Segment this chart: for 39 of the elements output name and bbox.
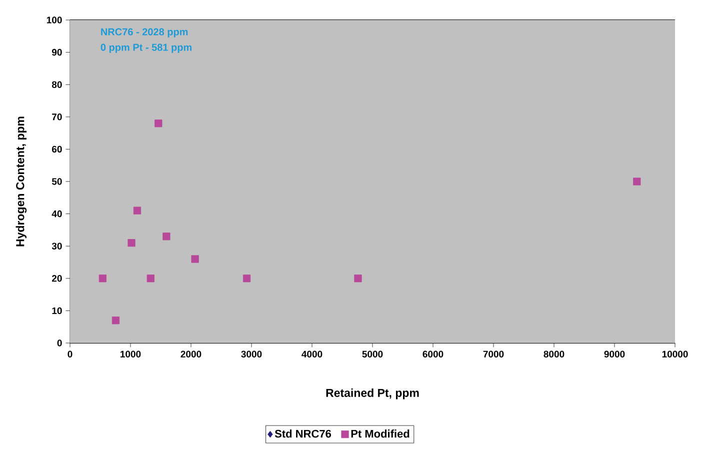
y-tick-label: 0 xyxy=(57,340,62,346)
point xyxy=(154,120,162,128)
y-tick-label: 20 xyxy=(52,275,62,282)
y-tick-label: 10 xyxy=(52,307,62,314)
point xyxy=(133,206,142,214)
legend-label: Std NRC76 xyxy=(274,430,332,438)
legend-label: Pt Modified xyxy=(351,430,410,438)
point xyxy=(162,232,170,240)
x-tick-label: 9000 xyxy=(604,350,625,358)
point xyxy=(112,316,120,324)
x-tick-label: 8000 xyxy=(544,350,564,358)
annotation: NRC76 - 2028 ppm xyxy=(101,28,188,38)
y-tick-label: 80 xyxy=(52,81,62,88)
point xyxy=(146,274,154,282)
y-axis-title: Hydrogen Content, ppm xyxy=(16,116,27,246)
point xyxy=(98,274,106,282)
x-tick-label: 3000 xyxy=(241,350,262,358)
y-tick-label: 70 xyxy=(52,114,62,120)
y-tick-label: 50 xyxy=(52,178,62,185)
x-tick-label: 6000 xyxy=(422,350,444,358)
y-tick-label: 100 xyxy=(46,16,62,24)
x-tick-label: 4000 xyxy=(302,350,322,358)
x-tick-label: 2000 xyxy=(180,350,202,358)
point xyxy=(191,255,199,263)
x-tick-label: 7000 xyxy=(483,350,504,358)
annotation: 0 ppm Pt - 581 ppm xyxy=(100,44,192,53)
x-tick-label: 0 xyxy=(68,350,72,358)
point xyxy=(128,239,136,247)
y-tick-label: 40 xyxy=(52,210,62,218)
y-tick-label: 60 xyxy=(52,146,62,153)
y-tick-label: 90 xyxy=(52,48,62,56)
x-tick-label: 10000 xyxy=(662,350,688,358)
point xyxy=(354,274,362,282)
x-axis-title: Retained Pt, ppm xyxy=(326,388,419,400)
point xyxy=(242,274,251,282)
point xyxy=(633,178,641,186)
x-tick-label: 5000 xyxy=(362,350,383,358)
x-tick-label: 1000 xyxy=(120,350,141,358)
y-tick-label: 30 xyxy=(52,242,62,250)
